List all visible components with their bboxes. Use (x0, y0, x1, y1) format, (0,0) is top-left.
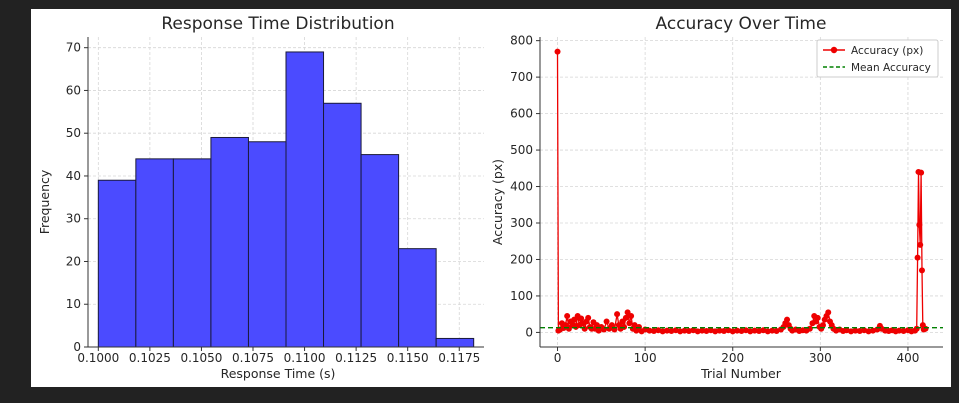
histogram-ytick-label: 40 (66, 169, 81, 183)
histogram-xtick-label: 0.1025 (129, 351, 171, 365)
histogram-xtick-label: 0.1000 (77, 351, 119, 365)
histogram-xtick-label: 0.1150 (387, 351, 429, 365)
figure-svg: Response Time Distribution 0.1000 0.1025 0… (37, 14, 943, 381)
accuracy-point (917, 241, 924, 248)
accuracy-ytick-label: 300 (510, 216, 533, 230)
figure-canvas: Response Time Distribution 0.1000 0.1025 0… (31, 9, 951, 387)
histogram-bar (247, 141, 287, 348)
accuracy-series-line (556, 51, 926, 333)
accuracy-point (852, 327, 859, 334)
accuracy-point (564, 313, 571, 319)
legend-mean-label: Mean Accuracy (851, 62, 931, 74)
accuracy-ylabel: Accuracy (px) (490, 159, 505, 245)
accuracy-chart: Accuracy Over Time 0 100 200 300 400 0 100 200 3… (490, 14, 943, 381)
accuracy-xtick-label: 0 (554, 351, 562, 365)
accuracy-legend: Accuracy (px) Mean Accuracy (816, 39, 939, 78)
histogram-chart: Response Time Distribution 0.1000 0.1025 0… (37, 14, 484, 381)
accuracy-point (646, 327, 653, 334)
accuracy-ytick-label: 0 (525, 325, 533, 339)
accuracy-point (914, 254, 921, 261)
accuracy-point (554, 48, 561, 55)
accuracy-point (716, 327, 723, 334)
accuracy-point (626, 320, 633, 327)
histogram-ytick-label: 70 (66, 41, 81, 55)
histogram-ytick-label: 0 (73, 340, 81, 354)
accuracy-point (608, 322, 615, 329)
accuracy-point (918, 169, 925, 176)
accuracy-point (734, 327, 741, 334)
accuracy-xtick-label: 300 (809, 351, 832, 365)
accuracy-point (585, 314, 592, 321)
histogram-xtick-label: 0.1125 (335, 351, 377, 365)
accuracy-xtick-label: 200 (721, 351, 744, 365)
accuracy-grid (540, 37, 943, 347)
histogram-bar (97, 179, 137, 348)
histogram-title: Response Time Distribution (161, 14, 394, 34)
accuracy-point (922, 325, 929, 332)
histogram-bar (398, 248, 437, 348)
histogram-bar (360, 154, 400, 348)
histogram-ytick-label: 30 (66, 212, 81, 226)
accuracy-axes: 0 100 200 300 400 0 100 200 300 400 500 600 700 800 (510, 34, 943, 365)
accuracy-point (621, 323, 628, 330)
histogram-bar (172, 158, 212, 348)
accuracy-point (635, 323, 642, 330)
accuracy-point (664, 327, 671, 334)
histogram-bars (97, 51, 475, 348)
accuracy-title: Accuracy Over Time (656, 14, 827, 34)
histogram-ytick-label: 60 (66, 83, 81, 97)
legend-frame (816, 39, 939, 78)
accuracy-ytick-label: 200 (510, 252, 533, 266)
accuracy-point (814, 314, 821, 321)
accuracy-point (681, 327, 688, 334)
accuracy-point (622, 314, 629, 321)
accuracy-xlabel: Trial Number (700, 366, 782, 381)
histogram-xtick-label: 0.1175 (438, 351, 480, 365)
histogram-xtick-label: 0.1050 (180, 351, 222, 365)
histogram-bar (323, 102, 362, 348)
histogram-xlabel: Response Time (s) (221, 366, 336, 381)
legend-accuracy-label: Accuracy (px) (851, 45, 923, 57)
histogram-ylabel: Frequency (37, 169, 52, 234)
accuracy-point (578, 315, 585, 322)
accuracy-series (540, 48, 943, 335)
accuracy-point (769, 327, 776, 334)
histogram-bar (135, 158, 174, 348)
accuracy-ytick-label: 100 (510, 289, 533, 303)
accuracy-point (603, 318, 610, 325)
accuracy-point (806, 325, 813, 332)
histogram-ytick-label: 10 (66, 297, 81, 311)
legend-accuracy-marker (830, 46, 838, 54)
accuracy-xtick-label: 400 (897, 351, 920, 365)
histogram-ytick-label: 20 (66, 254, 81, 268)
accuracy-point (916, 221, 923, 228)
accuracy-point (784, 316, 791, 323)
histogram-xtick-label: 0.1075 (232, 351, 274, 365)
accuracy-point (819, 322, 826, 329)
accuracy-ytick-label: 800 (510, 34, 533, 48)
histogram-bar (285, 51, 325, 348)
accuracy-ytick-label: 500 (510, 143, 533, 157)
accuracy-xtick-label: 100 (634, 351, 657, 365)
histogram-ytick-label: 50 (66, 126, 81, 140)
accuracy-point (825, 309, 832, 316)
histogram-axes: 0.1000 0.1025 0.1050 0.1075 0.1100 0.1125 0.11… (66, 37, 484, 365)
histogram-xtick-label: 0.1100 (284, 351, 326, 365)
accuracy-ytick-label: 600 (510, 107, 533, 121)
accuracy-point (699, 327, 706, 334)
histogram-bar (435, 337, 475, 348)
accuracy-ytick-label: 400 (510, 180, 533, 194)
histogram-bar (210, 136, 249, 348)
accuracy-point (614, 311, 621, 318)
accuracy-point (913, 325, 920, 332)
accuracy-point (581, 325, 588, 332)
accuracy-point (896, 327, 903, 334)
accuracy-point (751, 327, 758, 334)
accuracy-ytick-label: 700 (510, 70, 533, 84)
accuracy-point (918, 267, 925, 274)
accuracy-point (628, 313, 635, 319)
